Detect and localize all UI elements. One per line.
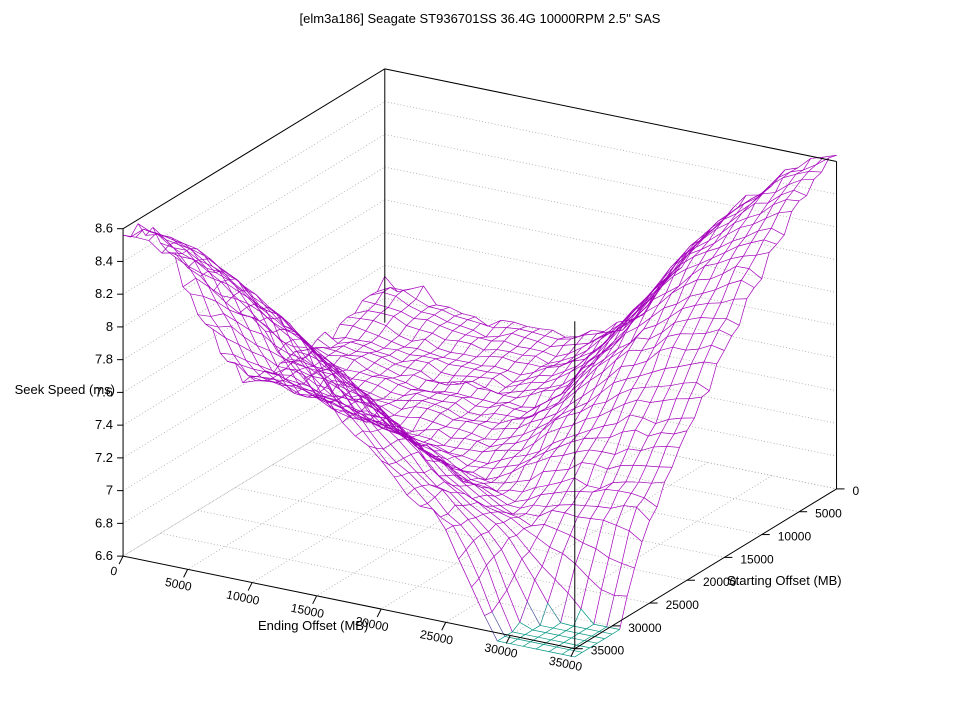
svg-text:10000: 10000 <box>778 530 812 544</box>
svg-text:25000: 25000 <box>666 598 700 612</box>
svg-text:[elm3a186] Seagate ST936701SS: [elm3a186] Seagate ST936701SS 36.4G 1000… <box>300 11 661 26</box>
svg-text:Ending Offset (MB): Ending Offset (MB) <box>258 618 368 633</box>
svg-text:7.2: 7.2 <box>95 450 113 465</box>
svg-text:35000: 35000 <box>591 644 625 658</box>
svg-text:8.2: 8.2 <box>95 286 113 301</box>
svg-text:6.6: 6.6 <box>95 548 113 563</box>
svg-text:7: 7 <box>106 483 113 498</box>
svg-text:7.8: 7.8 <box>95 352 113 367</box>
svg-text:Seek Speed (ms): Seek Speed (ms) <box>15 382 115 397</box>
svg-text:15000: 15000 <box>740 552 774 566</box>
svg-text:7.4: 7.4 <box>95 417 113 432</box>
svg-text:8: 8 <box>106 319 113 334</box>
svg-text:8.4: 8.4 <box>95 253 113 268</box>
svg-text:30000: 30000 <box>628 621 662 635</box>
svg-text:6.8: 6.8 <box>95 515 113 530</box>
svg-text:0: 0 <box>853 484 860 498</box>
svg-text:8.6: 8.6 <box>95 221 113 236</box>
svg-text:Starting Offset (MB): Starting Offset (MB) <box>727 573 842 588</box>
svg-text:5000: 5000 <box>815 507 842 521</box>
